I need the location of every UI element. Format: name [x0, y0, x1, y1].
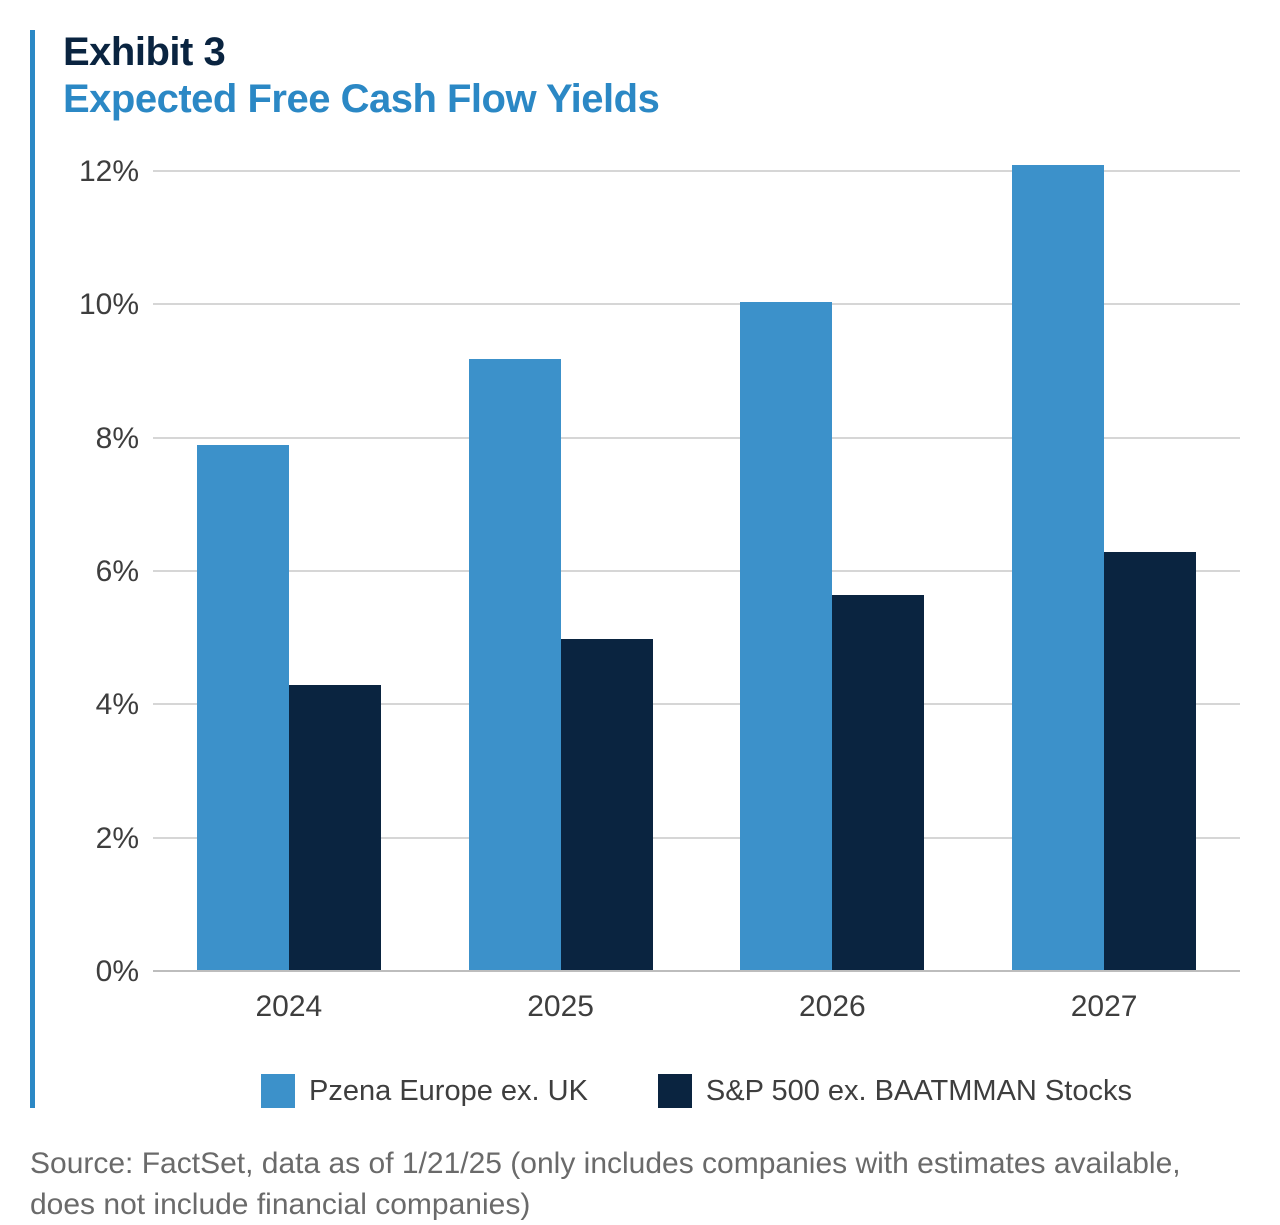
bar-group	[968, 172, 1240, 972]
baseline	[153, 970, 1240, 972]
y-axis: 0%2%4%6%8%10%12%	[63, 172, 153, 972]
chart-legend: Pzena Europe ex. UK S&P 500 ex. BAATMMAN …	[153, 1074, 1240, 1108]
legend-item: S&P 500 ex. BAATMMAN Stocks	[658, 1074, 1132, 1108]
exhibit-label: Exhibit 3	[63, 30, 1240, 75]
x-tick-label: 2027	[968, 990, 1240, 1024]
legend-label: S&P 500 ex. BAATMMAN Stocks	[706, 1075, 1132, 1108]
legend-item: Pzena Europe ex. UK	[261, 1074, 588, 1108]
legend-label: Pzena Europe ex. UK	[309, 1075, 588, 1108]
legend-swatch	[658, 1074, 692, 1108]
bar-group	[425, 172, 697, 972]
exhibit-title: Expected Free Cash Flow Yields	[63, 77, 1240, 122]
chart-plot	[153, 172, 1240, 972]
legend-swatch	[261, 1074, 295, 1108]
y-tick-label: 8%	[96, 422, 139, 456]
bar	[561, 639, 653, 972]
bar	[469, 359, 561, 972]
bar	[832, 595, 924, 972]
source-note: Source: FactSet, data as of 1/21/25 (onl…	[30, 1144, 1210, 1225]
bar-group	[153, 172, 425, 972]
y-tick-label: 4%	[96, 688, 139, 722]
chart-area: 0%2%4%6%8%10%12%	[63, 172, 1240, 972]
bar	[1012, 165, 1104, 972]
y-tick-label: 10%	[79, 288, 139, 322]
exhibit-container: Exhibit 3 Expected Free Cash Flow Yields…	[30, 30, 1240, 1108]
bar	[197, 445, 289, 972]
y-tick-label: 6%	[96, 555, 139, 589]
bar	[289, 685, 381, 972]
y-tick-label: 0%	[96, 955, 139, 989]
x-tick-label: 2025	[425, 990, 697, 1024]
y-tick-label: 2%	[96, 822, 139, 856]
x-axis: 2024202520262027	[153, 990, 1240, 1024]
x-tick-label: 2026	[697, 990, 969, 1024]
bar	[1104, 552, 1196, 972]
bars-layer	[153, 172, 1240, 972]
x-tick-label: 2024	[153, 990, 425, 1024]
y-tick-label: 12%	[79, 155, 139, 189]
bar	[740, 302, 832, 972]
bar-group	[697, 172, 969, 972]
